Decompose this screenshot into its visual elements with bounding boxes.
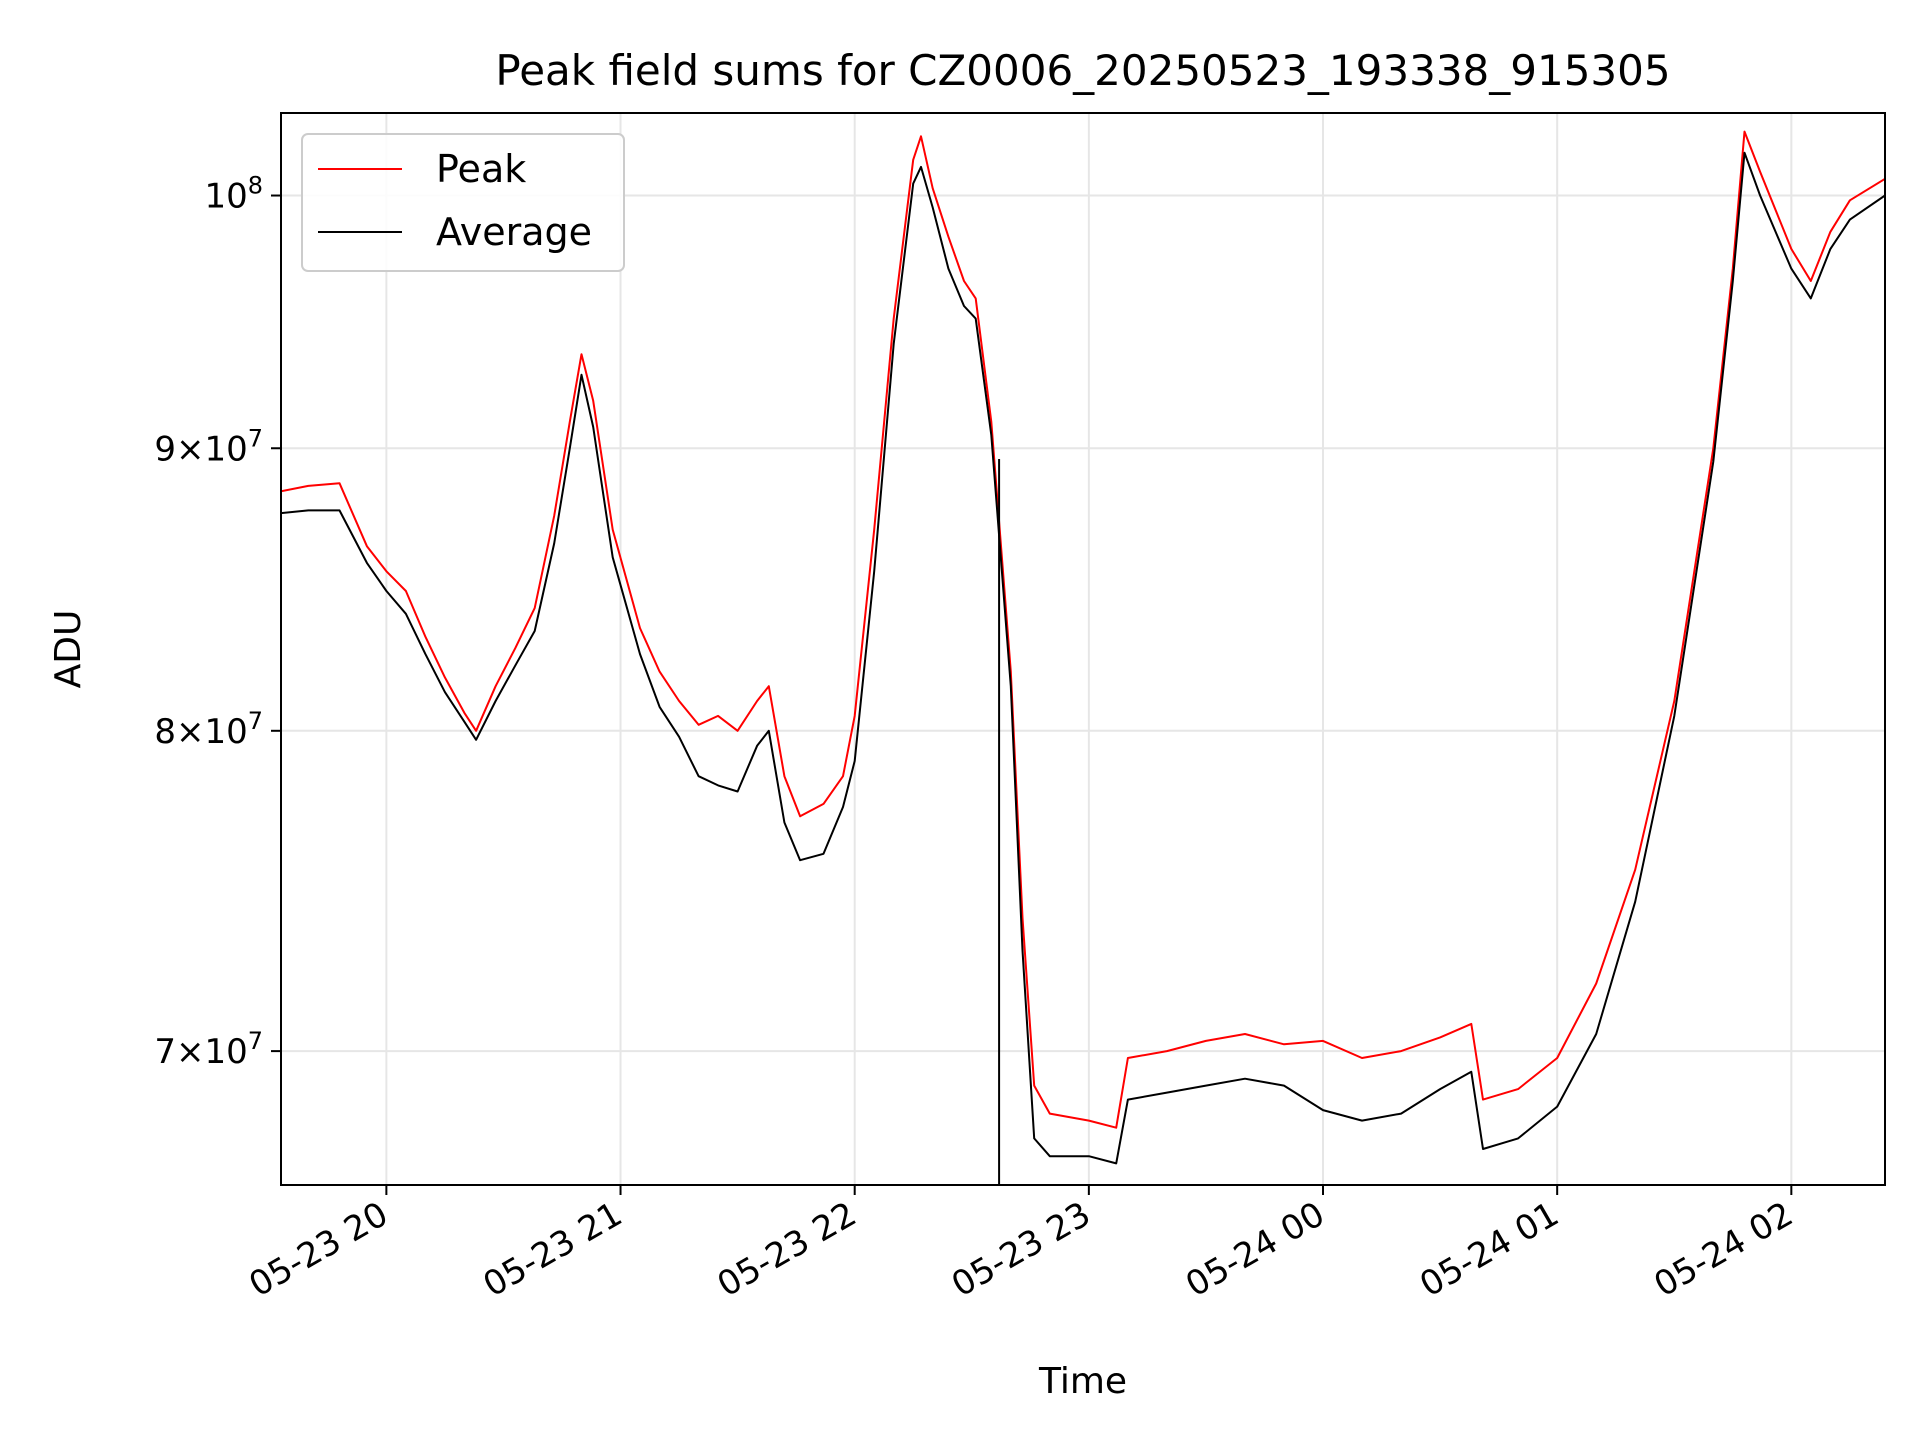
legend-label-average: Average — [436, 210, 592, 254]
y-tick-label: 9×107 — [154, 424, 263, 469]
y-tick-label: 108 — [204, 172, 263, 217]
y-axis-label: ADU — [48, 610, 89, 689]
series-line-average — [281, 151, 1885, 1165]
x-axis-label: Time — [1038, 1361, 1127, 1402]
series-line-peak — [281, 130, 1885, 1129]
legend: Peak Average — [301, 133, 625, 272]
chart-title: Peak field sums for CZ0006_20250523_1933… — [495, 46, 1670, 95]
y-tick-label: 7×107 — [154, 1027, 263, 1072]
y-axis: 7×107 8×107 9×107 108 — [154, 172, 281, 1072]
plot-frame — [280, 112, 1886, 1186]
y-tick-label: 8×107 — [154, 707, 263, 752]
legend-label-peak: Peak — [436, 147, 526, 191]
series-layer — [281, 130, 1885, 1185]
